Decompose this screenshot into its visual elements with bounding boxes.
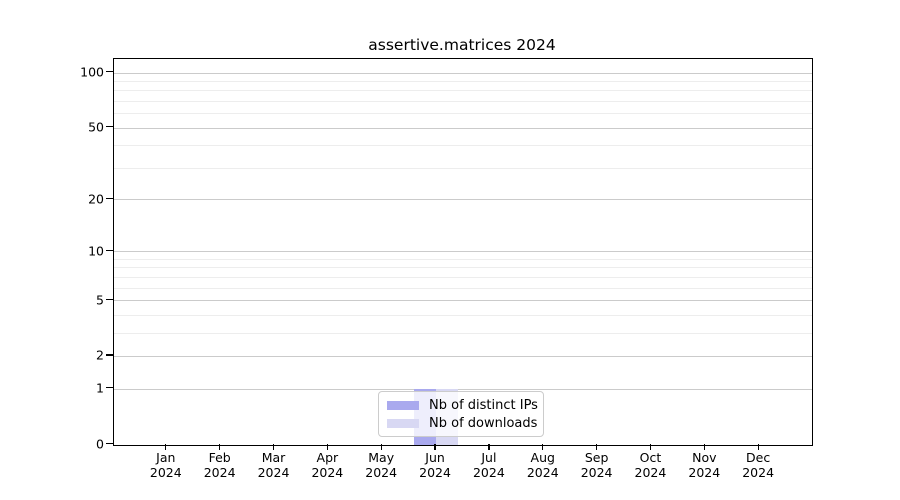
x-tick-label: Mar 2024 (242, 450, 306, 480)
x-tick-label: Oct 2024 (618, 450, 682, 480)
x-tick-month: Jan (156, 450, 176, 465)
x-tick-month: Jul (481, 450, 497, 465)
x-tick-month: Apr (316, 450, 339, 465)
y-minor-gridline (114, 258, 812, 260)
y-tick-mark (106, 71, 113, 73)
x-tick-year: 2024 (203, 465, 236, 480)
x-tick-mark (488, 444, 490, 450)
y-tick-mark (106, 197, 113, 199)
x-tick-mark (165, 444, 167, 450)
y-tick-label: 50 (88, 119, 104, 135)
x-tick-month: Feb (208, 450, 231, 465)
y-tick-label: 100 (80, 64, 104, 80)
y-tick-label: 10 (88, 243, 104, 259)
x-tick-mark (434, 444, 436, 450)
x-tick-label: Feb 2024 (188, 450, 252, 480)
x-tick-year: 2024 (634, 465, 667, 480)
y-minor-gridline (114, 276, 812, 278)
x-tick-label: Dec 2024 (726, 450, 790, 480)
y-minor-gridline (114, 314, 812, 316)
x-tick-month: Oct (639, 450, 662, 465)
y-major-gridline (114, 300, 812, 302)
y-major-gridline (114, 72, 812, 74)
x-tick-month: Mar (261, 450, 286, 465)
x-tick-year: 2024 (419, 465, 451, 480)
x-tick-month: Dec (746, 450, 771, 465)
x-tick-label: Apr 2024 (295, 450, 359, 480)
y-minor-gridline (114, 113, 812, 115)
y-tick-mark (106, 443, 113, 445)
x-tick-year: 2024 (526, 465, 559, 480)
x-tick-mark (757, 444, 759, 450)
y-major-gridline (114, 355, 812, 357)
y-minor-gridline (114, 80, 812, 82)
legend-entry-downloads: Nb of downloads (387, 415, 538, 433)
x-tick-year: 2024 (580, 465, 613, 480)
x-tick-month: May (368, 450, 395, 465)
y-tick-mark (106, 298, 113, 300)
y-tick-mark (106, 249, 113, 252)
x-tick-label: Jul 2024 (457, 450, 521, 480)
x-tick-label: Aug 2024 (511, 450, 575, 480)
legend-label-distinct-ips: Nb of distinct IPs (429, 398, 538, 414)
x-tick-label: Nov 2024 (672, 450, 736, 480)
x-tick-year: 2024 (311, 465, 344, 480)
y-tick-label: 20 (88, 191, 104, 207)
legend: Nb of distinct IPs Nb of downloads (378, 391, 544, 437)
y-major-gridline (114, 388, 812, 390)
legend-label-downloads: Nb of downloads (429, 415, 538, 431)
x-tick-label: Jun 2024 (403, 450, 467, 480)
y-major-gridline (114, 251, 812, 253)
plot-area: Nb of distinct IPs Nb of downloads (113, 58, 813, 446)
x-tick-year: 2024 (365, 465, 398, 480)
x-tick-label: Jan 2024 (134, 450, 198, 480)
x-tick-month: Nov (692, 450, 717, 465)
x-tick-year: 2024 (149, 465, 182, 480)
y-tick-label: 2 (96, 347, 104, 363)
x-tick-month: Sep (584, 450, 609, 465)
y-tick-label: 5 (96, 292, 104, 308)
downloads-swatch-icon (387, 418, 419, 428)
x-tick-mark (272, 444, 275, 450)
y-minor-gridline (114, 287, 812, 289)
x-tick-month: Jun (425, 450, 445, 465)
y-tick-label: 1 (96, 380, 104, 396)
x-tick-year: 2024 (257, 465, 290, 480)
y-minor-gridline (114, 332, 812, 334)
x-tick-mark (649, 444, 652, 450)
x-tick-mark (542, 444, 544, 450)
y-minor-gridline (114, 90, 812, 92)
y-tick-mark (106, 126, 113, 128)
y-minor-gridline (114, 167, 812, 169)
x-tick-year: 2024 (688, 465, 721, 480)
y-major-gridline (114, 199, 812, 201)
x-tick-mark (380, 444, 382, 450)
x-tick-mark (703, 444, 705, 450)
x-tick-label: Sep 2024 (565, 450, 629, 480)
chart-title: assertive.matrices 2024 (368, 36, 556, 54)
x-tick-mark (219, 444, 221, 450)
y-tick-mark (106, 387, 113, 389)
legend-entry-distinct-ips: Nb of distinct IPs (387, 397, 538, 415)
x-tick-mark (596, 444, 598, 450)
x-tick-month: Aug (530, 450, 555, 465)
y-tick-label: 0 (96, 436, 104, 452)
x-tick-mark (326, 444, 329, 450)
distinct-ips-swatch-icon (387, 401, 419, 411)
y-minor-gridline (114, 267, 812, 269)
x-tick-label: May 2024 (349, 450, 413, 480)
y-minor-gridline (114, 100, 812, 102)
y-major-gridline (114, 127, 812, 129)
y-tick-mark (106, 354, 113, 356)
y-minor-gridline (114, 145, 812, 147)
x-tick-year: 2024 (472, 465, 505, 480)
x-tick-year: 2024 (742, 465, 775, 480)
